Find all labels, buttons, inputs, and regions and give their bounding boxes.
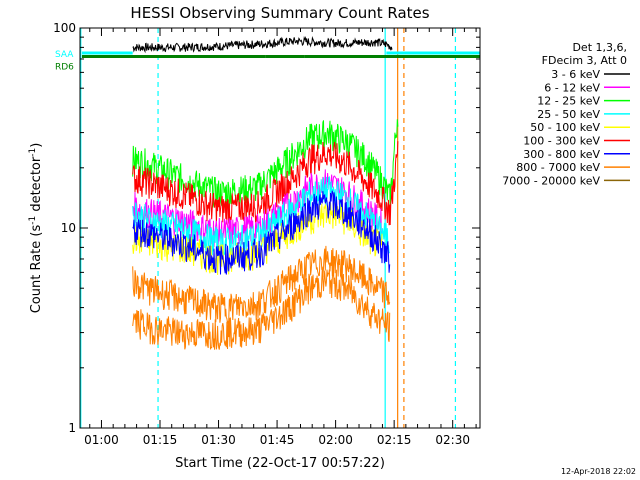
legend-label-3: 25 - 50 keV [537, 108, 600, 121]
series-line-8 [132, 267, 391, 350]
legend-label-7: 800 - 7000 keV [516, 161, 600, 174]
status-bar-label-1: SAA [55, 50, 74, 60]
status-bars: RD6 SAA [55, 50, 480, 72]
y-tick-label-1: 10 [61, 221, 76, 235]
x-tick-label-3: 01:45 [260, 433, 295, 447]
x-tick-label-5: 02:15 [377, 433, 412, 447]
series-group [132, 35, 399, 350]
legend-header-1: Det 1,3,6, [572, 41, 627, 54]
vertical-markers [80, 28, 457, 428]
legend-label-5: 100 - 300 keV [523, 135, 600, 148]
x-axis-label: Start Time (22-Oct-17 00:57:22) [175, 456, 385, 471]
chart-title: HESSI Observing Summary Count Rates [130, 4, 429, 22]
series-line-6 [132, 190, 391, 275]
footer-timestamp: 12-Apr-2018 22:02 [561, 467, 636, 476]
x-tick-label-6: 02:30 [435, 433, 470, 447]
x-tick-label-1: 01:15 [143, 433, 178, 447]
legend-label-8: 7000 - 20000 keV [502, 174, 600, 187]
legend-label-6: 300 - 800 keV [523, 148, 600, 161]
y-axis-label-close: ) [29, 143, 44, 148]
legend-label-0: 3 - 6 keV [551, 68, 600, 81]
y-tick-label-2: 100 [53, 21, 76, 35]
y-axis: 1 10 100 [53, 21, 480, 435]
y-axis-label-text: Count Rate (s [29, 225, 44, 314]
y-axis-label-tail: detector [29, 156, 44, 216]
y-axis-label-tail-sup: -1 [28, 148, 38, 157]
x-tick-label-4: 02:00 [318, 433, 353, 447]
series-line-1 [132, 119, 399, 213]
series-line-7 [132, 245, 391, 325]
x-axis: 01:00 01:15 01:30 01:45 02:00 02:15 02:30 [84, 28, 477, 447]
legend-label-2: 12 - 25 keV [537, 95, 600, 108]
legend-header-2: FDecim 3, Att 0 [542, 54, 627, 67]
status-bar-label-0: RD6 [55, 62, 74, 72]
legend-label-4: 50 - 100 keV [530, 121, 600, 134]
series-line-2 [132, 141, 399, 226]
y-axis-label-sup: -1 [28, 216, 38, 225]
y-axis-label: Count Rate (s-1 detector-1) [28, 143, 44, 314]
y-tick-label-0: 1 [68, 421, 76, 435]
x-tick-label-0: 01:00 [84, 433, 119, 447]
series-line-0 [132, 35, 393, 54]
x-tick-label-2: 01:30 [201, 433, 236, 447]
legend-label-1: 6 - 12 keV [544, 81, 600, 94]
